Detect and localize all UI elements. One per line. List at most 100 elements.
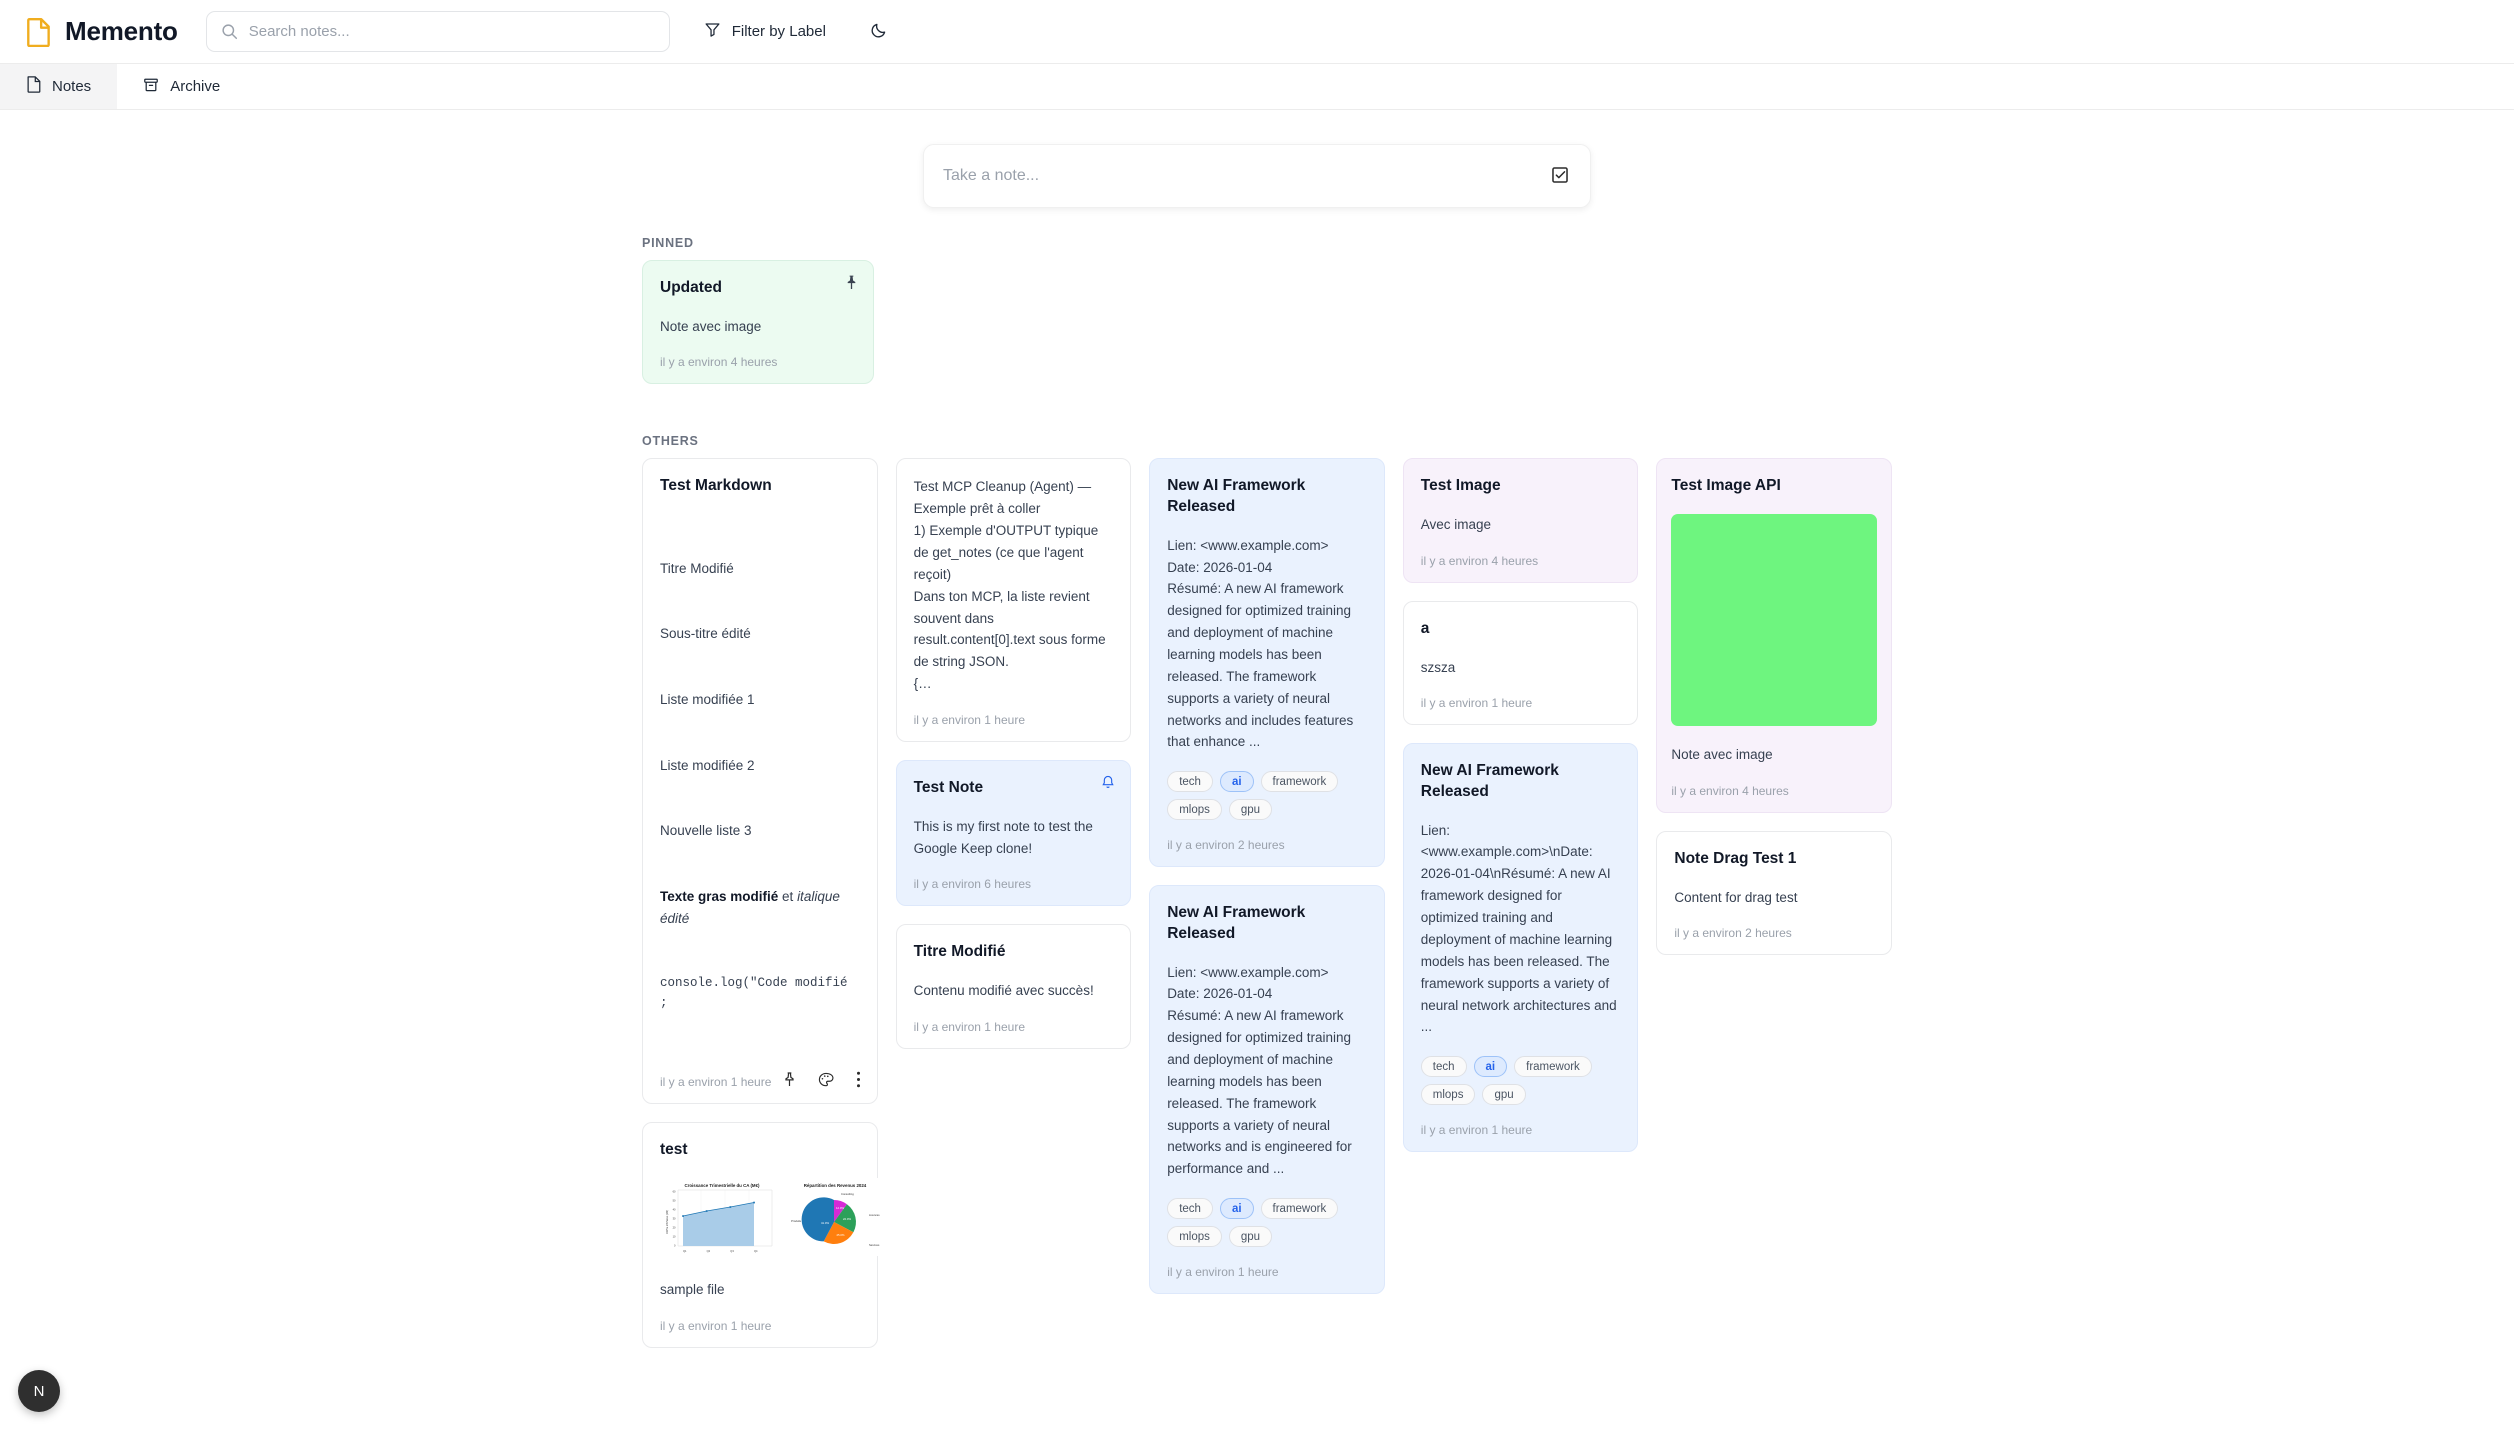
note-timestamp: il y a environ 6 heures: [913, 877, 1031, 892]
note-title: New AI Framework Released: [1167, 477, 1306, 516]
green-image: [1671, 514, 1877, 727]
tag-chip[interactable]: gpu: [1228, 799, 1273, 821]
note-card-test-image-api[interactable]: Test Image API Note avec image il y a en…: [1656, 458, 1892, 813]
checklist-icon-button[interactable]: [1547, 162, 1573, 191]
tag-chip-active[interactable]: ai: [1219, 771, 1254, 793]
note-title: New AI Framework Released: [1420, 762, 1559, 801]
note-card-test-note[interactable]: Test Note This is my first note to test …: [895, 760, 1132, 907]
tag-chip[interactable]: framework: [1260, 771, 1339, 793]
tag-chip[interactable]: mlops: [1420, 1084, 1476, 1106]
note-card-a[interactable]: a szsza il y a environ 1 heure: [1402, 600, 1639, 726]
svg-text:41.0%: 41.0%: [821, 1221, 829, 1225]
note-body: Avec image: [1420, 517, 1492, 533]
tab-notes[interactable]: Notes: [0, 64, 118, 109]
tab-archive[interactable]: Archive: [117, 64, 246, 109]
note-card-test-markdown[interactable]: Test Markdown Titre Modifié Sous-titre é…: [642, 458, 878, 1105]
note-card-new-ai-framework-1[interactable]: New AI Framework Released Lien: <www.exa…: [1149, 458, 1385, 868]
others-section-label: OTHERS: [642, 434, 699, 449]
search-input[interactable]: [248, 23, 655, 40]
svg-text:22.0%: 22.0%: [843, 1217, 851, 1221]
tag-chip[interactable]: tech: [1167, 1198, 1213, 1220]
tag-chip[interactable]: gpu: [1228, 1226, 1273, 1248]
filter-by-label-button[interactable]: Filter by Label: [700, 15, 830, 48]
palette-icon-button[interactable]: [818, 1072, 834, 1091]
note-title: New AI Framework Released: [1167, 904, 1306, 942]
archive-icon: [143, 77, 159, 97]
memento-logo-icon: [26, 17, 52, 47]
note-title: Note Drag Test 1: [1674, 849, 1797, 867]
note-title: Titre Modifié: [913, 943, 1006, 961]
tag-chip[interactable]: mlops: [1167, 799, 1222, 821]
notes-board: PINNED Updated Note avec image il y a en…: [0, 208, 2514, 1366]
note-card-test-image[interactable]: Test Image Avec image il y a environ 4 h…: [1402, 458, 1639, 583]
tag-chip-active[interactable]: ai: [1473, 1056, 1508, 1078]
svg-text:Croissance Trimestrielle du CA: Croissance Trimestrielle du CA (M€): [685, 1183, 761, 1188]
note-composer[interactable]: [923, 144, 1591, 208]
note-timestamp: il y a environ 4 heures: [1420, 553, 1539, 568]
note-title: Test Markdown: [660, 477, 772, 495]
note-timestamp: il y a environ 1 heure: [913, 713, 1025, 728]
note-card-titre-modifie[interactable]: Titre Modifié Contenu modifié avec succè…: [895, 924, 1132, 1049]
tab-archive-label: Archive: [170, 78, 221, 95]
svg-text:Services: Services: [869, 1243, 880, 1247]
more-vertical-icon: [856, 1071, 861, 1091]
note-card-new-ai-framework-3[interactable]: New AI Framework Released Lien: <www.exa…: [1402, 743, 1639, 1153]
tag-chip[interactable]: tech: [1167, 771, 1213, 793]
md-line: Sous-titre édité: [660, 626, 751, 642]
take-a-note-input[interactable]: [941, 160, 1537, 192]
md-line: Titre Modifié: [660, 560, 734, 576]
note-timestamp: il y a environ 4 heures: [660, 355, 778, 370]
note-title: Updated: [660, 279, 722, 296]
note-body: This is my first note to test the Google…: [913, 818, 1097, 856]
note-card-updated[interactable]: Updated Note avec image il y a environ 4…: [642, 260, 874, 385]
area-chart-image: Croissance Trimestrielle du CA (M€): [660, 1177, 777, 1261]
note-title: test: [660, 1141, 688, 1159]
pin-icon-button[interactable]: [783, 1072, 796, 1090]
app-title: Memento: [65, 16, 178, 46]
svg-text:20: 20: [673, 1225, 676, 1229]
note-card-new-ai-framework-2[interactable]: New AI Framework Released Lien: <www.exa…: [1149, 885, 1385, 1295]
tag-chip[interactable]: framework: [1514, 1056, 1592, 1078]
filter-icon: [704, 21, 721, 42]
search-box[interactable]: [205, 11, 670, 52]
pin-icon: [783, 1072, 796, 1090]
tag-chip[interactable]: gpu: [1482, 1084, 1526, 1106]
notes-masonry: Test Markdown Titre Modifié Sous-titre é…: [642, 458, 1892, 1365]
note-tags: tech ai framework mlops gpu: [1420, 1056, 1621, 1106]
md-italic-text: italique édité: [660, 888, 844, 926]
pinned-section-label: PINNED: [642, 236, 694, 250]
note-body: Content for drag test: [1674, 889, 1798, 905]
note-images: Croissance Trimestrielle du CA (M€): [660, 1177, 894, 1261]
note-body: Test MCP Cleanup (Agent) — Exemple prêt …: [913, 479, 1106, 692]
svg-text:0: 0: [674, 1243, 676, 1247]
pie-chart-image: Répartition des Revenus 2024 41.0% 25.0%…: [777, 1177, 894, 1261]
tag-chip[interactable]: mlops: [1167, 1226, 1222, 1248]
theme-toggle-button[interactable]: [864, 15, 894, 48]
tag-chip[interactable]: framework: [1260, 1198, 1339, 1220]
note-title: Test Image: [1420, 477, 1501, 495]
svg-text:12.0%: 12.0%: [836, 1206, 844, 1210]
note-card-test[interactable]: test Croissance Trimestrielle du CA (M€): [642, 1122, 894, 1348]
user-avatar-button[interactable]: N: [18, 1370, 60, 1412]
note-title: Test Note: [913, 779, 984, 797]
pinned-section: PINNED Updated Note avec image il y a en…: [642, 236, 2514, 402]
tag-chip-active[interactable]: ai: [1219, 1198, 1254, 1220]
tag-chip[interactable]: tech: [1420, 1056, 1467, 1078]
note-timestamp: il y a environ 2 heures: [1167, 838, 1285, 853]
more-options-button[interactable]: [856, 1071, 861, 1091]
md-line: Nouvelle liste 3: [660, 823, 752, 839]
pin-icon[interactable]: [845, 275, 858, 295]
bell-icon[interactable]: [1101, 775, 1115, 795]
note-title: Test Image API: [1671, 477, 1781, 495]
moon-icon: [870, 21, 888, 42]
note-body: Note avec image: [1671, 747, 1773, 763]
note-card-note-drag-test-1[interactable]: Note Drag Test 1 Content for drag test i…: [1656, 830, 1892, 956]
note-card-test-mcp-cleanup[interactable]: Test MCP Cleanup (Agent) — Exemple prêt …: [895, 458, 1132, 743]
md-line: Liste modifiée 1: [660, 691, 755, 707]
checklist-icon: [1551, 166, 1569, 187]
note-timestamp: il y a environ 1 heure: [913, 1019, 1025, 1034]
note-timestamp: il y a environ 4 heures: [1671, 783, 1789, 798]
note-tags: tech ai framework mlops gpu: [1167, 1198, 1367, 1248]
avatar-initial: N: [33, 1382, 45, 1400]
tab-bar: Notes Archive: [0, 64, 2514, 110]
